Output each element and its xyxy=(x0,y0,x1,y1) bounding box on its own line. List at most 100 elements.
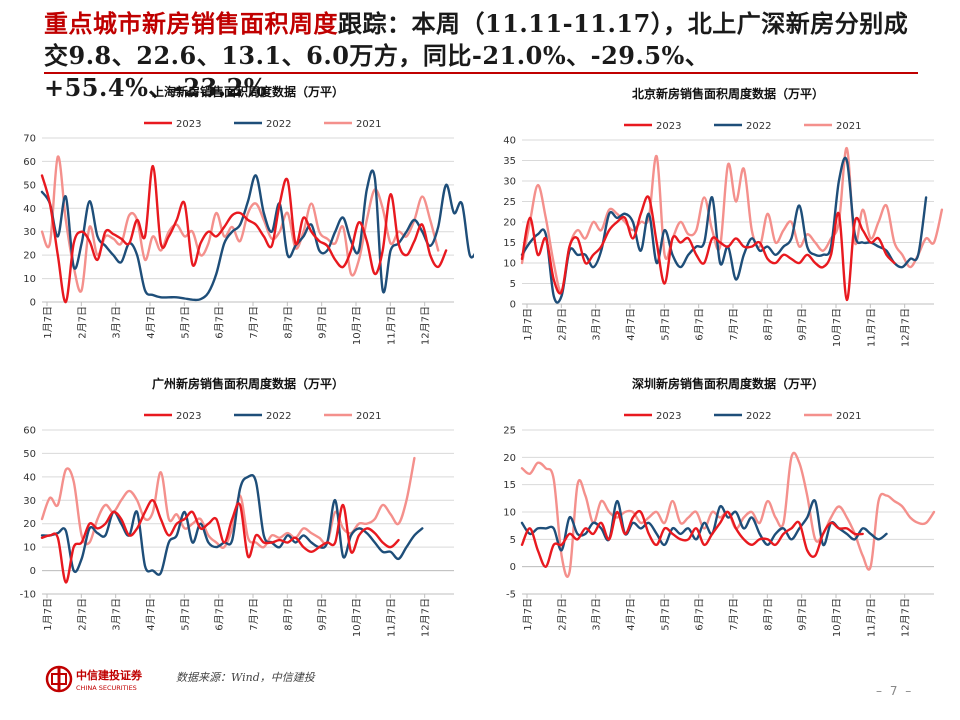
logo-cn-text: 中信建投证券 xyxy=(76,668,143,682)
x-tick-label: 9月7日 xyxy=(317,598,329,631)
legend-label-2022: 2022 xyxy=(746,411,771,422)
x-tick-label: 4月7日 xyxy=(625,308,637,341)
x-tick-label: 3月7日 xyxy=(111,306,123,339)
chart-guangzhou-svg: 广州新房销售面积周度数据（万平） 2023 2022 2021 -10 0 10 20 30 40… xyxy=(20,376,454,637)
y-tick-label: 40 xyxy=(503,136,516,147)
chart-guangzhou: 广州新房销售面积周度数据（万平） 2023 2022 2021 -10 0 10 20 30 40… xyxy=(4,372,474,662)
series-line-2022 xyxy=(520,499,888,552)
page-number: – 7 – xyxy=(876,684,914,698)
series-line-2021 xyxy=(40,155,440,293)
y-tick-label: 10 xyxy=(503,259,516,270)
headline-highlight: 重点城市新房销售面积周度 xyxy=(44,9,338,38)
legend-label-2021: 2021 xyxy=(356,411,381,422)
x-tick-label: 12月7日 xyxy=(900,308,912,347)
y-tick-label: 15 xyxy=(503,238,516,249)
logo-en-text: CHINA SECURITIES xyxy=(76,684,137,692)
legend-label-2021: 2021 xyxy=(836,121,861,132)
x-tick-label: 10月7日 xyxy=(831,598,843,637)
legend-label-2022: 2022 xyxy=(266,411,291,422)
chart-beijing-svg: 北京新房销售面积周度数据（万平） 2023 2022 2021 0 5 10 15 20 25 30… xyxy=(503,86,944,347)
x-tick-label: 7月7日 xyxy=(248,598,260,631)
chart-title: 北京新房销售面积周度数据（万平） xyxy=(632,86,824,101)
x-tick-label: 4月7日 xyxy=(145,598,157,631)
x-tick-label: 8月7日 xyxy=(282,598,294,631)
headline-divider xyxy=(44,72,918,74)
chart-title: 广州新房销售面积周度数据（万平） xyxy=(152,376,344,391)
x-tick-label: 11月7日 xyxy=(865,598,877,637)
legend-label-2022: 2022 xyxy=(266,119,291,130)
x-tick-label: 8月7日 xyxy=(282,306,294,339)
x-tick-label: 10月7日 xyxy=(351,598,363,637)
y-tick-label: 20 xyxy=(503,453,516,464)
page-headline: 重点城市新房销售面积周度跟踪：本周（11.11-11.17），北上广深新房分别成… xyxy=(44,8,924,104)
legend-label-2022: 2022 xyxy=(746,121,771,132)
y-tick-label: 10 xyxy=(23,274,36,285)
chart-shenzhen-svg: 深圳新房销售面积周度数据（万平） 2023 2022 2021 -5 0 5 10 15 20 25… xyxy=(503,376,936,637)
y-tick-label: 30 xyxy=(503,177,516,188)
chart-title: 深圳新房销售面积周度数据（万平） xyxy=(632,376,824,391)
y-tick-label: 30 xyxy=(23,496,36,507)
y-tick-label: 30 xyxy=(23,227,36,238)
x-tick-label: 3月7日 xyxy=(111,598,123,631)
y-tick-label: 40 xyxy=(23,204,36,215)
y-tick-label: 40 xyxy=(23,472,36,483)
x-tick-label: 9月7日 xyxy=(797,598,809,631)
y-tick-label: 0 xyxy=(30,566,36,577)
x-tick-label: 12月7日 xyxy=(420,306,432,345)
x-tick-label: 1月7日 xyxy=(42,306,54,339)
x-tick-label: 3月7日 xyxy=(591,598,603,631)
chart-shanghai-svg: 上海新房销售面积周度数据（万平） 2023 2022 2021 0 10 20 30 40 50 6… xyxy=(23,84,474,345)
y-tick-label: 25 xyxy=(503,426,516,437)
x-tick-label: 1月7日 xyxy=(42,598,54,631)
y-tick-label: 0 xyxy=(30,298,36,309)
x-tick-label: 6月7日 xyxy=(214,306,226,339)
y-tick-label: 5 xyxy=(510,279,516,290)
x-tick-label: 6月7日 xyxy=(214,598,226,631)
x-tick-label: 2月7日 xyxy=(76,598,88,631)
y-tick-label: 60 xyxy=(23,426,36,437)
y-tick-label: 5 xyxy=(510,535,516,546)
series-line-2023 xyxy=(40,164,448,304)
y-tick-label: 10 xyxy=(23,543,36,554)
legend-label-2023: 2023 xyxy=(656,411,681,422)
x-tick-label: 11月7日 xyxy=(865,308,877,347)
x-tick-label: 7月7日 xyxy=(728,308,740,341)
x-tick-label: 4月7日 xyxy=(625,598,637,631)
series-line-2021 xyxy=(520,146,944,293)
x-tick-label: 12月7日 xyxy=(420,598,432,637)
x-tick-label: 3月7日 xyxy=(591,308,603,341)
x-tick-label: 5月7日 xyxy=(659,308,671,341)
chart-beijing: 北京新房销售面积周度数据（万平） 2023 2022 2021 0 5 10 15 20 25 30… xyxy=(484,82,954,372)
y-tick-label: 10 xyxy=(503,508,516,519)
x-tick-label: 5月7日 xyxy=(659,598,671,631)
series-line-2023 xyxy=(40,499,400,584)
x-tick-label: 1月7日 xyxy=(522,598,534,631)
x-tick-label: 2月7日 xyxy=(556,308,568,341)
x-tick-label: 2月7日 xyxy=(556,598,568,631)
legend-label-2021: 2021 xyxy=(356,119,381,130)
legend-label-2023: 2023 xyxy=(656,121,681,132)
x-tick-label: 10月7日 xyxy=(351,306,363,345)
x-tick-label: 8月7日 xyxy=(762,308,774,341)
series-line-2022 xyxy=(40,473,424,576)
x-tick-label: 7月7日 xyxy=(728,598,740,631)
y-tick-label: 15 xyxy=(503,480,516,491)
data-source: 数据来源：Wind，中信建投 xyxy=(176,671,315,684)
y-tick-label: 50 xyxy=(23,449,36,460)
x-tick-label: 6月7日 xyxy=(694,308,706,341)
y-tick-label: 0 xyxy=(510,300,516,311)
y-tick-label: -10 xyxy=(20,590,36,601)
y-tick-label: 70 xyxy=(23,134,36,145)
x-tick-label: 11月7日 xyxy=(385,598,397,637)
series-line-2021 xyxy=(520,451,936,578)
headline-text: 跟踪：本周（11.11-11.17），北上广深新房分别成交9.8、22.6、13… xyxy=(44,9,909,102)
y-tick-label: 20 xyxy=(503,218,516,229)
x-tick-label: 12月7日 xyxy=(900,598,912,637)
x-tick-label: 2月7日 xyxy=(76,306,88,339)
chart-shenzhen: 深圳新房销售面积周度数据（万平） 2023 2022 2021 -5 0 5 10 15 20 25… xyxy=(484,372,954,662)
y-tick-label: -5 xyxy=(506,590,516,601)
legend-label-2021: 2021 xyxy=(836,411,861,422)
y-tick-label: 35 xyxy=(503,156,516,167)
legend-label-2023: 2023 xyxy=(176,411,201,422)
y-tick-label: 50 xyxy=(23,180,36,191)
